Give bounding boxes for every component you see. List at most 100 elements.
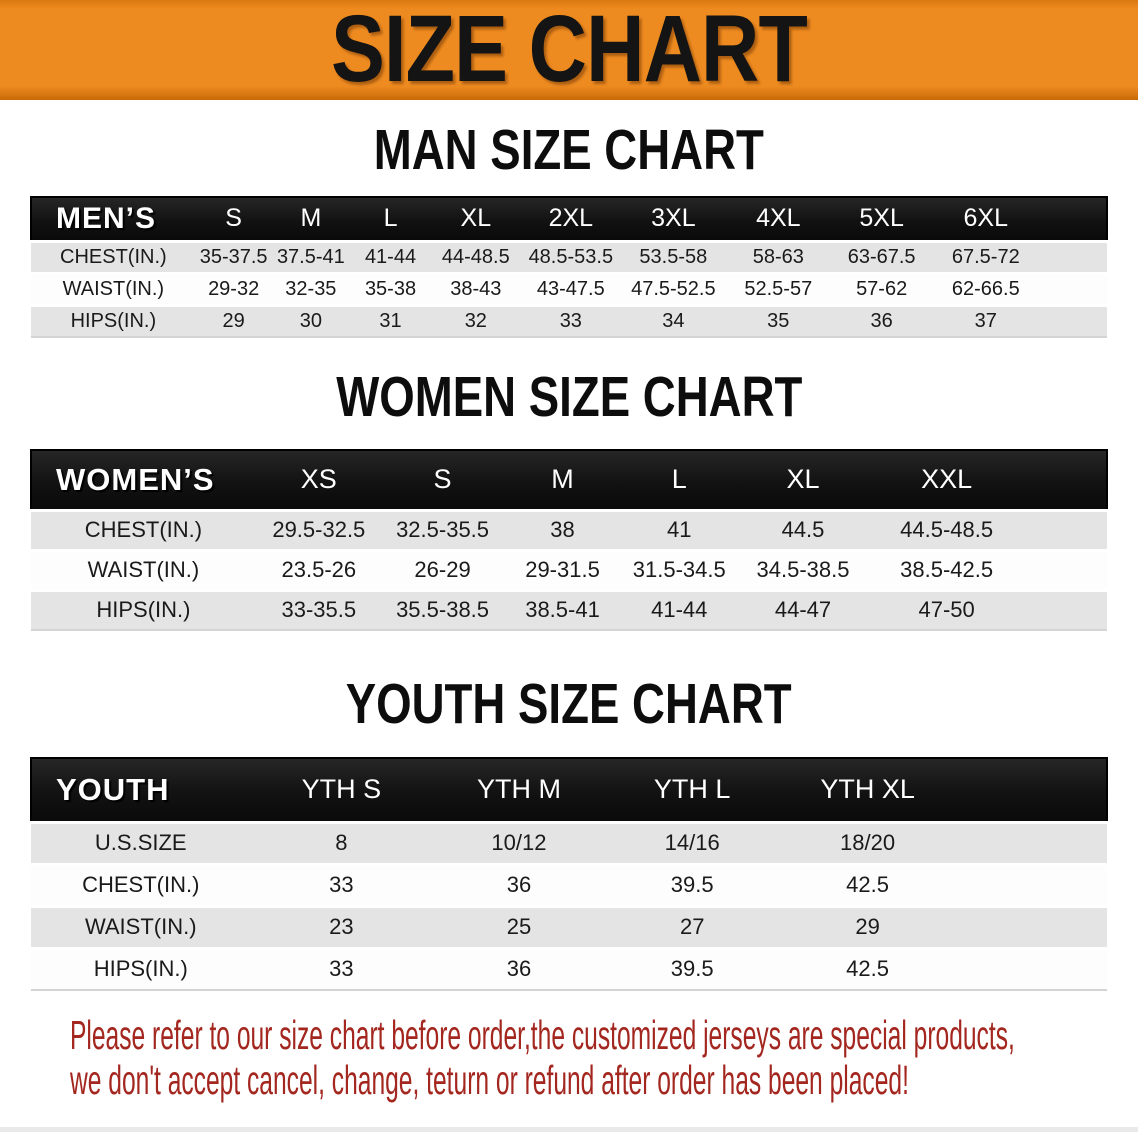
table-row: WAIST(IN.) 23.5-26 26-29 29-31.5 31.5-34.5 34… — [31, 550, 1107, 590]
disclaimer-line-2: we don't accept cancel, change, teturn o… — [70, 1057, 909, 1103]
table-row: CHEST(IN.) 33 36 39.5 42.5 — [31, 864, 1107, 906]
column-header: 5XL — [830, 196, 933, 242]
row-filler-cell — [1039, 241, 1107, 273]
column-header: YTH XL — [778, 757, 957, 823]
size-value-cell: 53.5-58 — [639, 245, 708, 268]
men-size-table: MEN’S S M L XL 2XL 3XL 4XL 5XL 6XL CHEST(IN.) 35-3… — [30, 196, 1108, 338]
column-header: S — [381, 449, 504, 511]
size-value-cell: 36 — [870, 309, 893, 332]
row-filler-cell — [956, 864, 1107, 906]
size-value-cell: 44.5 — [781, 517, 825, 542]
size-value-cell: 47-50 — [918, 597, 975, 623]
size-value-cell: 35-37.5 — [199, 245, 268, 268]
size-value-cell: 43-47.5 — [536, 277, 605, 300]
women-size-section: WOMEN SIZE CHART WOMEN’S XS S M L XL XXL CHEST… — [30, 365, 1108, 631]
size-value-cell: 37.5-41 — [276, 245, 345, 268]
size-value-cell: 41-44 — [651, 597, 708, 623]
column-header: S — [195, 196, 272, 242]
size-value-cell: 26-29 — [414, 557, 471, 582]
row-label: HIPS(IN.) — [96, 597, 191, 623]
size-value-cell: 39.5 — [670, 956, 714, 982]
size-value-cell: 42.5 — [846, 872, 889, 897]
men-section-heading: MAN SIZE CHART — [30, 118, 1108, 182]
row-filler-cell — [1024, 550, 1107, 590]
size-value-cell: 14/16 — [664, 830, 720, 855]
size-value-cell: 41 — [667, 517, 692, 542]
column-header: L — [350, 196, 431, 242]
size-value-cell: 47.5-52.5 — [631, 277, 716, 300]
size-value-cell: 62-66.5 — [951, 277, 1020, 300]
size-value-cell: 48.5-53.5 — [528, 245, 614, 268]
size-value-cell: 27 — [679, 914, 705, 939]
size-value-cell: 23.5-26 — [281, 557, 357, 582]
column-header: XL — [736, 449, 870, 511]
disclaimer: Please refer to our size chart before or… — [70, 1013, 1108, 1103]
size-value-cell: 23 — [329, 914, 354, 939]
table-row: U.S.SIZE 8 10/12 14/16 18/20 — [31, 822, 1107, 864]
size-value-cell: 29-32 — [208, 277, 260, 300]
size-value-cell: 34.5-38.5 — [756, 557, 850, 582]
size-value-cell: 35.5-38.5 — [396, 597, 490, 623]
size-value-cell: 36 — [506, 956, 532, 982]
row-filler-cell — [956, 948, 1107, 990]
table-header-row: MEN’S S M L XL 2XL 3XL 4XL 5XL 6XL — [30, 196, 1108, 242]
table-header-row: YOUTH YTH S YTH M YTH L YTH XL — [30, 757, 1108, 823]
row-label: CHEST(IN.) — [82, 872, 200, 897]
size-value-cell: 31 — [379, 309, 402, 332]
women-size-table: WOMEN’S XS S M L XL XXL CHEST(IN.) 29.5-32.5 32.… — [30, 449, 1108, 631]
table-corner-label: YOUTH — [30, 757, 251, 823]
size-value-cell: 33 — [329, 956, 354, 982]
size-value-cell: 63-67.5 — [847, 245, 916, 268]
row-filler-cell — [1024, 510, 1107, 550]
row-label: WAIST(IN.) — [87, 557, 200, 582]
size-value-cell: 44.5-48.5 — [900, 517, 994, 542]
women-heading-text: WOMEN SIZE CHART — [335, 365, 803, 429]
size-value-cell: 29-31.5 — [525, 557, 600, 582]
size-chart-banner: SIZE CHART — [0, 0, 1138, 100]
youth-size-section: YOUTH SIZE CHART YOUTH YTH S YTH M YTH L YTH… — [30, 672, 1108, 991]
size-value-cell: 31.5-34.5 — [632, 557, 726, 582]
column-header: 2XL — [520, 196, 621, 242]
row-label: HIPS(IN.) — [93, 956, 188, 982]
header-filler-cell — [956, 757, 1108, 823]
size-value-cell: 36 — [506, 872, 532, 897]
bottom-edge-strip — [0, 1127, 1138, 1132]
youth-section-heading: YOUTH SIZE CHART — [30, 672, 1108, 736]
table-row: CHEST(IN.) 35-37.5 37.5-41 41-44 44-48.5 48.5… — [31, 241, 1107, 273]
size-value-cell: 44-48.5 — [441, 245, 510, 268]
men-size-section: MAN SIZE CHART MEN’S S M L XL 2XL 3XL 4XL 5XL 6XL… — [30, 118, 1108, 338]
table-corner-label: WOMEN’S — [30, 449, 256, 511]
row-label: HIPS(IN.) — [70, 309, 157, 332]
size-value-cell: 33 — [329, 872, 354, 897]
column-header: L — [621, 449, 737, 511]
row-filler-cell — [1024, 590, 1107, 630]
size-value-cell: 42.5 — [846, 956, 889, 982]
row-filler-cell — [1039, 305, 1107, 337]
size-value-cell: 18/20 — [840, 830, 896, 855]
banner-title: SIZE CHART — [0, 0, 1138, 99]
banner-title-text: SIZE CHART — [331, 0, 808, 100]
youth-size-table: YOUTH YTH S YTH M YTH L YTH XL U.S.SIZE 8 10/1… — [30, 757, 1108, 991]
size-value-cell: 67.5-72 — [951, 245, 1020, 268]
size-value-cell: 41-44 — [364, 245, 417, 268]
column-header: 4XL — [725, 196, 831, 242]
youth-heading-text: YOUTH SIZE CHART — [346, 672, 792, 736]
size-value-cell: 38 — [550, 517, 575, 542]
column-header: M — [503, 449, 622, 511]
column-header: M — [271, 196, 351, 242]
size-value-cell: 32-35 — [285, 277, 337, 300]
size-value-cell: 34 — [662, 309, 685, 332]
size-value-cell: 38.5-41 — [525, 597, 600, 623]
column-header: YTH M — [432, 757, 606, 823]
row-filler-cell — [956, 906, 1107, 948]
column-header: 3XL — [620, 196, 726, 242]
disclaimer-line-1: Please refer to our size chart before or… — [70, 1012, 1015, 1058]
size-value-cell: 37 — [974, 309, 997, 332]
size-value-cell: 38.5-42.5 — [900, 557, 994, 582]
row-label: WAIST(IN.) — [62, 277, 165, 300]
size-value-cell: 10/12 — [491, 830, 547, 855]
row-label: WAIST(IN.) — [84, 914, 197, 939]
table-row: WAIST(IN.) 29-32 32-35 35-38 38-43 43-47.5 47.… — [31, 273, 1107, 305]
row-label: CHEST(IN.) — [84, 517, 203, 542]
men-heading-text: MAN SIZE CHART — [373, 118, 765, 182]
